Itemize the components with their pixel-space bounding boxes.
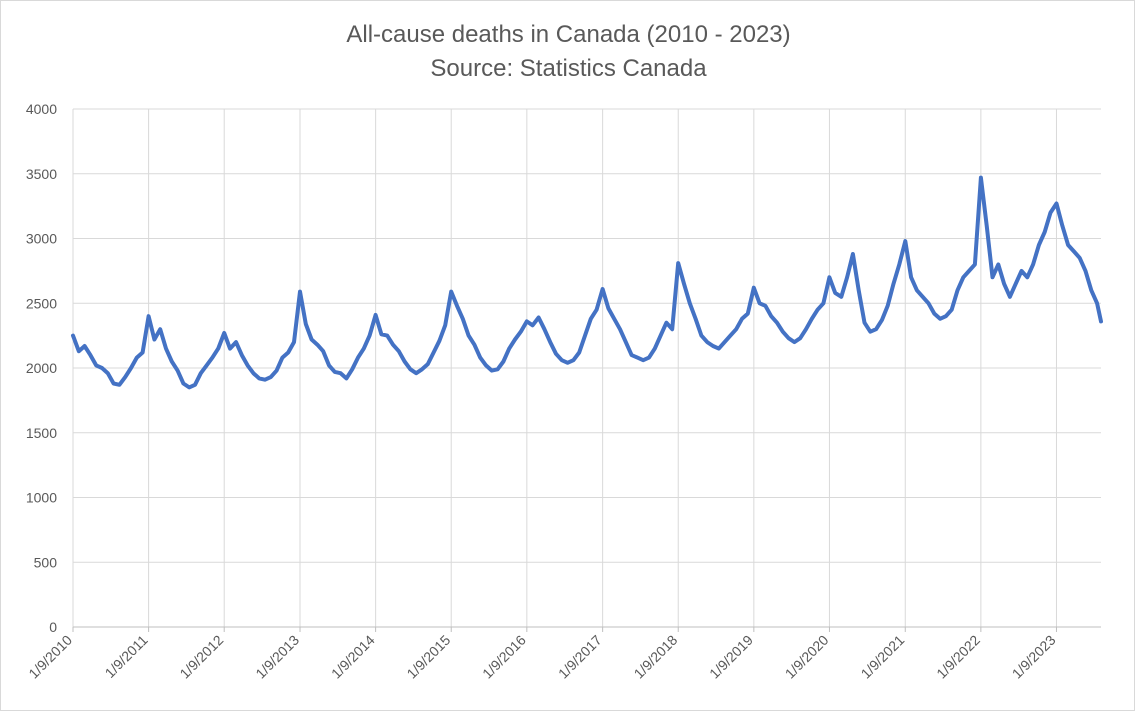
x-tick-label: 1/9/2023 xyxy=(1009,632,1059,682)
y-tick-label: 4000 xyxy=(26,101,57,117)
y-tick-label: 2000 xyxy=(26,360,57,376)
x-tick-label: 1/9/2012 xyxy=(176,632,226,682)
chart-title: All-cause deaths in Canada (2010 - 2023) xyxy=(346,21,791,48)
y-tick-label: 1500 xyxy=(26,425,57,441)
x-tick-label: 1/9/2010 xyxy=(25,632,75,682)
y-tick-label: 3500 xyxy=(26,166,57,182)
x-tick-label: 1/9/2014 xyxy=(328,632,378,682)
y-tick-label: 2500 xyxy=(26,295,57,311)
x-tick-label: 1/9/2018 xyxy=(631,632,681,682)
x-tick-label: 1/9/2019 xyxy=(706,632,756,682)
series-line xyxy=(71,175,1103,390)
x-tick-label: 1/9/2013 xyxy=(252,632,302,682)
y-tick-label: 3000 xyxy=(26,231,57,247)
x-tick-label: 1/9/2015 xyxy=(403,632,453,682)
x-tick-label: 1/9/2022 xyxy=(933,632,983,682)
chart-subtitle: Source: Statistics Canada xyxy=(430,55,707,82)
y-tick-label: 0 xyxy=(49,619,57,635)
x-tick-label: 1/9/2020 xyxy=(782,632,832,682)
y-tick-label: 500 xyxy=(34,554,58,570)
x-tick-label: 1/9/2016 xyxy=(479,632,529,682)
x-tick-label: 1/9/2017 xyxy=(555,632,605,682)
y-tick-label: 1000 xyxy=(26,490,57,506)
x-tick-label: 1/9/2011 xyxy=(102,632,151,681)
x-tick-label: 1/9/2021 xyxy=(858,632,908,682)
